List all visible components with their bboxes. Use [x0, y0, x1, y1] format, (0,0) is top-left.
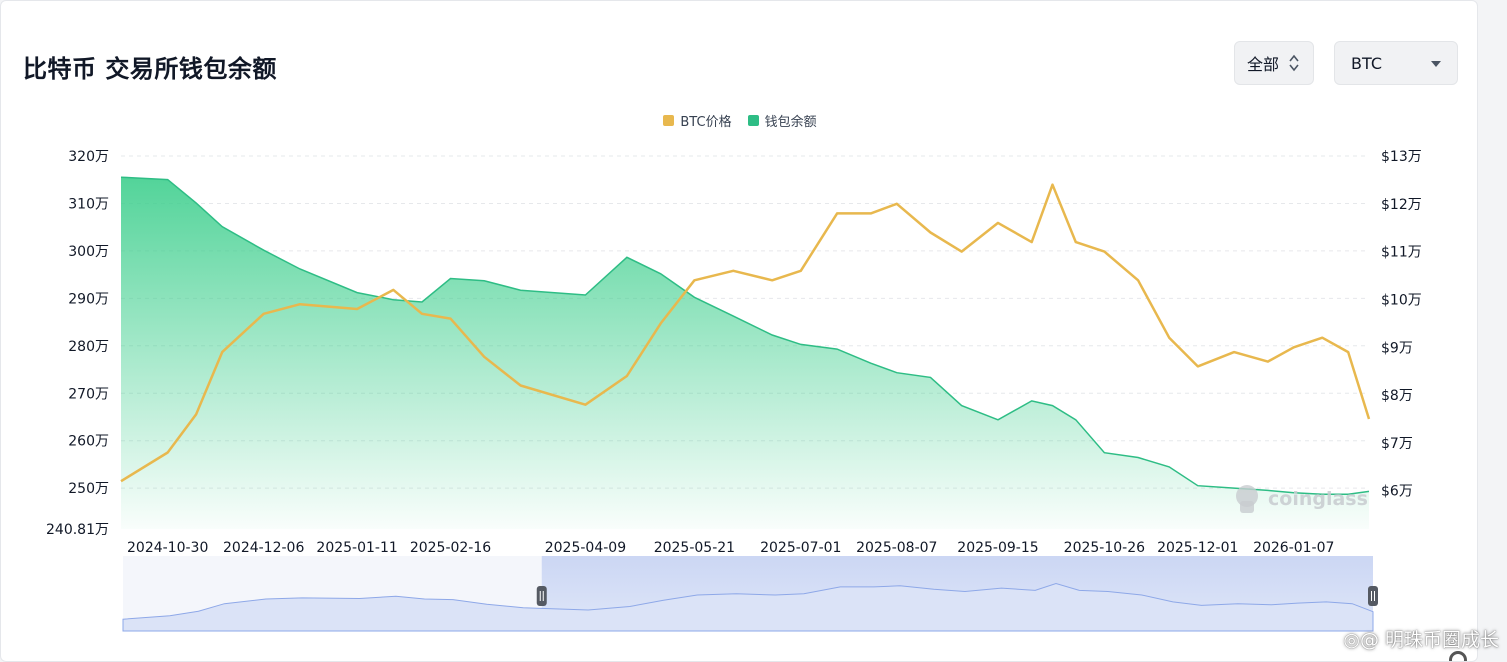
left-tick-label: 270万: [68, 386, 109, 402]
legend-label-balance: 钱包余额: [764, 115, 817, 130]
right-tick-label: $6万: [1381, 484, 1413, 500]
x-tick-label: 2025-09-15: [957, 540, 1038, 556]
right-tick-label: $8万: [1381, 388, 1413, 404]
right-tick-label: $11万: [1381, 245, 1422, 261]
right-tick-label: $7万: [1381, 436, 1413, 452]
x-tick-label: 2025-04-09: [545, 540, 626, 556]
right-y-axis: $13万 $12万 $11万 $10万 $9万 $8万 $7万 $6万: [1381, 149, 1422, 500]
right-tick-label: $9万: [1381, 340, 1413, 356]
left-tick-label: 290万: [68, 291, 109, 307]
slider-handle-left[interactable]: [536, 586, 547, 606]
x-tick-label: 2025-08-07: [856, 540, 937, 556]
x-tick-label: 2025-01-11: [316, 540, 397, 556]
coin-select-label: BTC: [1351, 53, 1382, 73]
x-tick-label: 2025-05-21: [654, 540, 735, 556]
chart-svg[interactable]: 320万310万300万290万280万270万260万250万240.81万 …: [1, 1, 1478, 662]
left-min-label: 240.81万: [46, 522, 109, 538]
gear-icon[interactable]: [1449, 651, 1467, 661]
legend-swatch-price: [663, 115, 675, 126]
coinglass-logo-icon: [1236, 485, 1258, 513]
right-tick-label: $12万: [1381, 197, 1422, 213]
right-tick-label: $10万: [1381, 292, 1422, 308]
x-tick-label: 2024-12-06: [223, 540, 304, 556]
left-tick-label: 260万: [68, 434, 109, 450]
legend-label-price: BTC价格: [680, 115, 732, 130]
left-tick-label: 320万: [68, 149, 109, 165]
slider-preview: [122, 582, 1374, 632]
balance-area: [121, 177, 1369, 529]
range-select-label: 全部: [1247, 55, 1280, 74]
x-tick-label: 2025-02-16: [410, 540, 491, 556]
x-tick-label: 2025-07-01: [760, 540, 841, 556]
left-tick-label: 250万: [68, 481, 109, 497]
coin-select[interactable]: BTC: [1334, 41, 1458, 85]
legend-item-price[interactable]: BTC价格: [663, 111, 732, 130]
watermark: ◎@ 明珠币圈成长: [1343, 625, 1499, 652]
weibo-at-icon: ◎@: [1343, 629, 1385, 651]
price-line: [120, 183, 1371, 483]
page-title: 比特币 交易所钱包余额: [23, 55, 277, 83]
balance-series: [120, 176, 1370, 529]
left-tick-label: 280万: [68, 339, 109, 355]
x-axis: 2024-10-30 2024-12-06 2025-01-11 2025-02-16…: [127, 540, 1334, 556]
chart-legend: BTC价格 钱包余额: [1, 111, 1477, 130]
coinglass-logo: coinglass: [1236, 485, 1368, 513]
slider-handle-right[interactable]: [1368, 586, 1378, 606]
legend-item-balance[interactable]: 钱包余额: [747, 111, 817, 130]
x-tick-label: 2025-12-01: [1157, 540, 1238, 556]
range-select[interactable]: 全部: [1234, 41, 1314, 85]
price-series: [120, 183, 1371, 483]
balance-line: [120, 176, 1370, 495]
zoom-slider[interactable]: [122, 556, 1378, 632]
x-tick-label: 2026-01-07: [1253, 540, 1334, 556]
left-y-axis: 320万 310万 300万 290万 280万 270万 260万 250万 240.81万: [46, 149, 109, 538]
x-tick-label: 2025-10-26: [1064, 540, 1145, 556]
legend-swatch-balance: [747, 115, 759, 126]
watermark-text: 明珠币圈成长: [1384, 629, 1499, 651]
sort-arrows-icon: [1289, 54, 1299, 72]
x-tick-label: 2024-10-30: [127, 540, 208, 556]
left-tick-label: 310万: [68, 196, 109, 212]
left-tick-label: 300万: [68, 244, 109, 260]
caret-down-icon: [1431, 61, 1441, 67]
coinglass-logo-text: coinglass: [1268, 488, 1368, 510]
right-tick-label: $13万: [1381, 149, 1422, 165]
